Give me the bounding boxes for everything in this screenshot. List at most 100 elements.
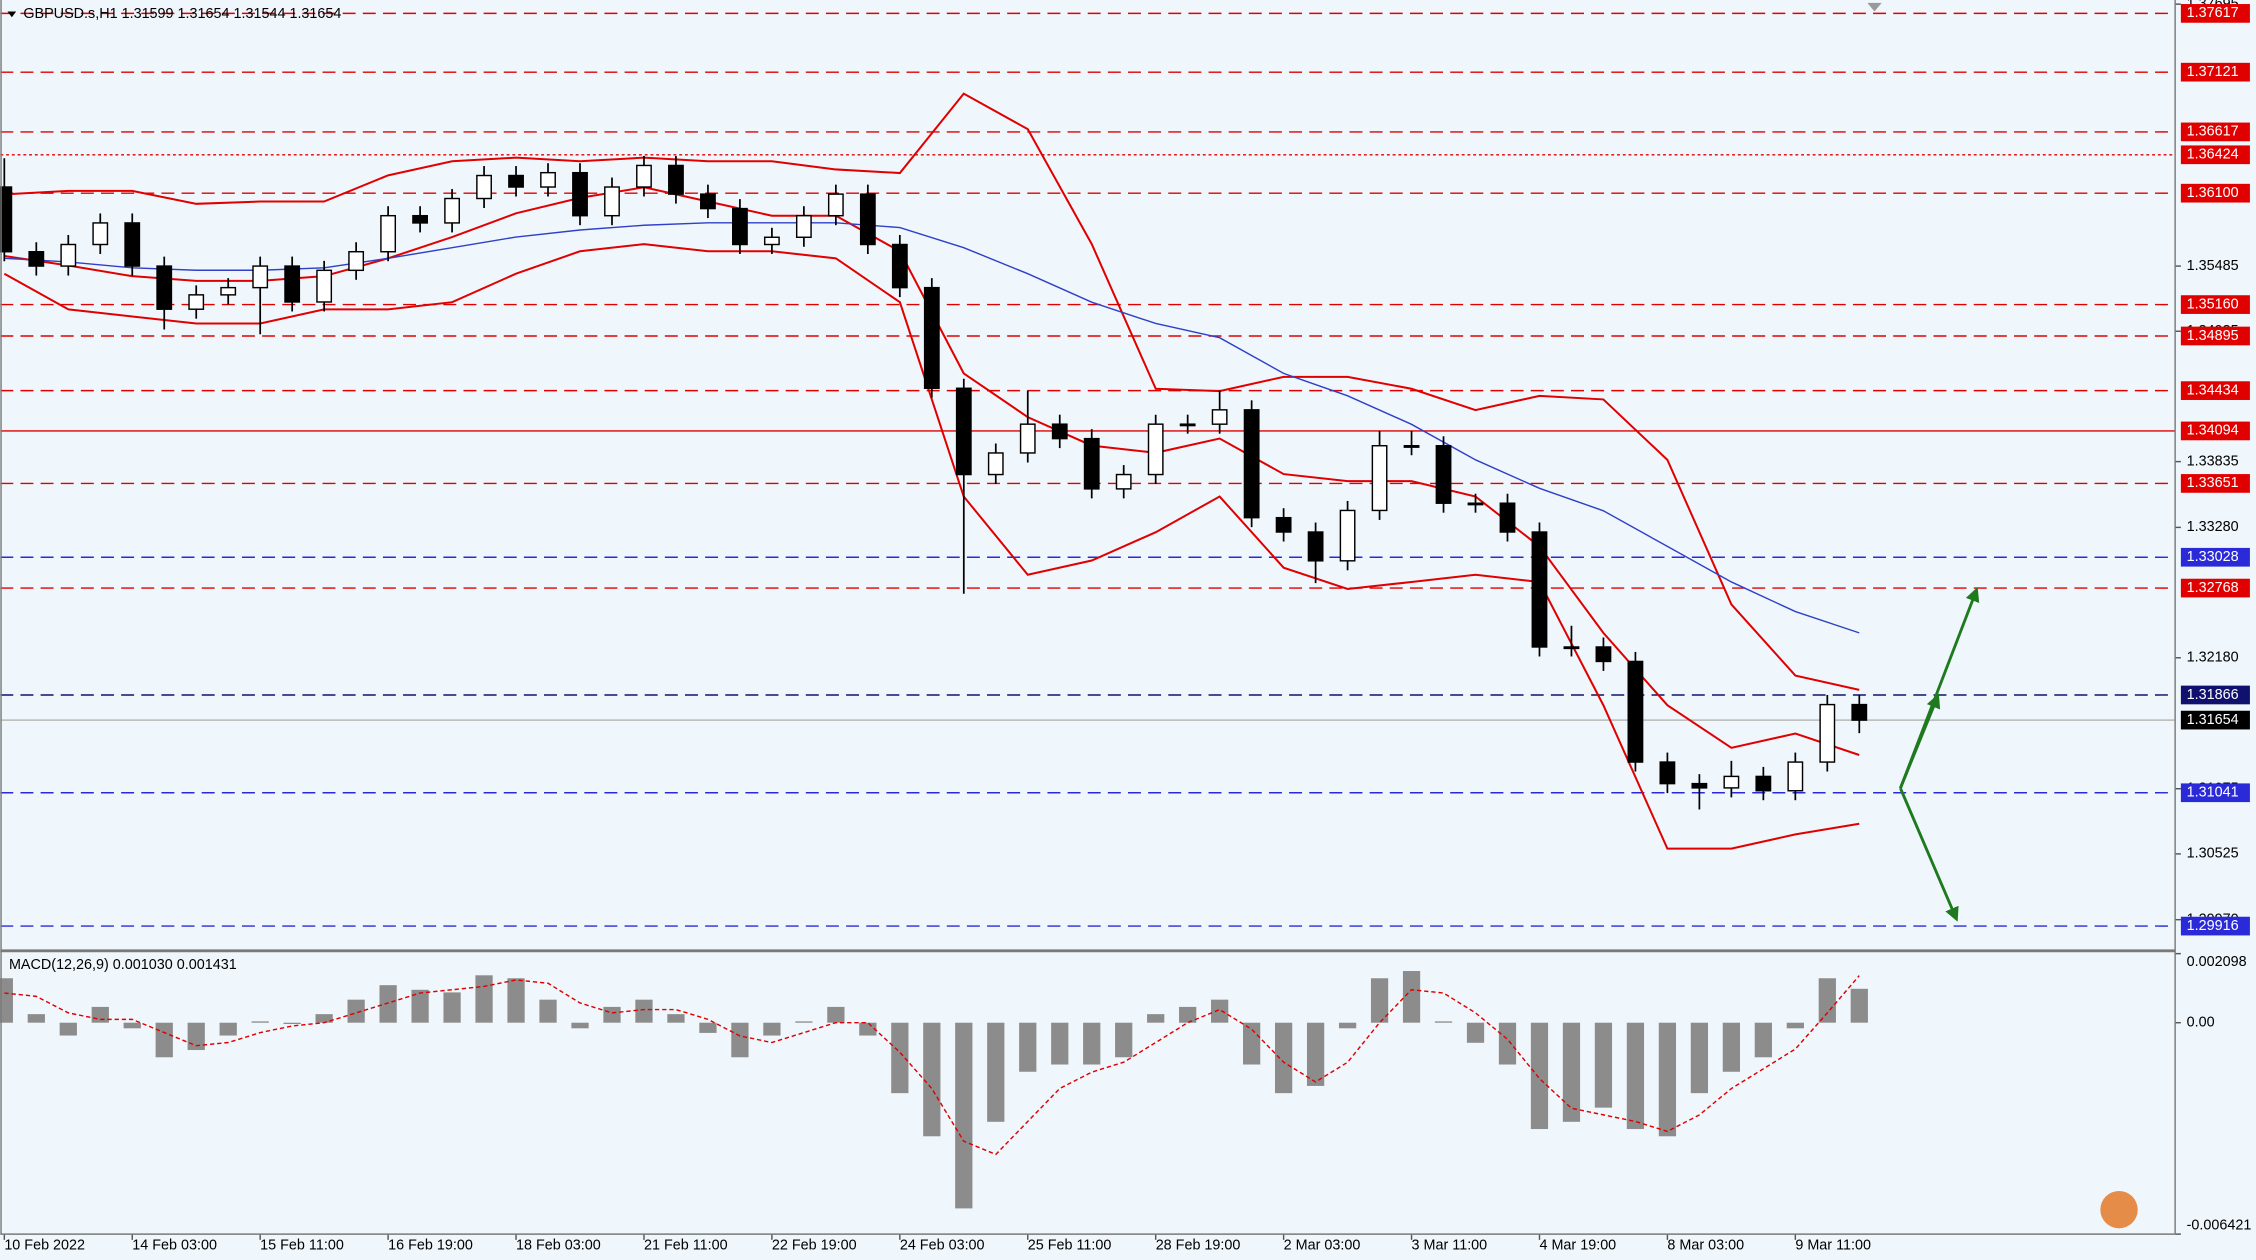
level-label: 1.35160 xyxy=(2187,296,2239,312)
macd-bar xyxy=(1754,1022,1772,1058)
candle-body xyxy=(1371,445,1388,512)
candle-body xyxy=(1307,531,1324,562)
watermark-logo xyxy=(2100,1190,2138,1229)
level-label: 1.33651 xyxy=(2187,475,2239,491)
macd-bar xyxy=(1466,1022,1485,1043)
macd-bar xyxy=(1786,1022,1804,1029)
candle-body xyxy=(827,193,844,217)
macd-bar xyxy=(1115,1022,1133,1058)
macd-bar xyxy=(251,1021,269,1023)
candle-body xyxy=(412,214,429,224)
macd-bar xyxy=(987,1022,1005,1122)
y-tick-label: 1.30525 xyxy=(2187,846,2239,862)
macd-bar xyxy=(1690,1022,1709,1094)
macd-bar xyxy=(123,1022,141,1029)
macd-bar xyxy=(827,1006,845,1023)
candle-body xyxy=(891,243,908,289)
macd-bar xyxy=(1498,1022,1517,1065)
macd-y-tick-label: -0.006421 xyxy=(2187,1217,2252,1233)
candle-body xyxy=(732,207,748,246)
candle-body xyxy=(1403,445,1420,448)
x-tick-label: 10 Feb 2022 xyxy=(4,1237,85,1253)
level-label-box xyxy=(2180,381,2250,400)
x-tick-label: 8 Mar 03:00 xyxy=(1667,1237,1744,1253)
macd-y-tick-label: 0.00 xyxy=(2187,1015,2215,1031)
macd-bar xyxy=(923,1022,941,1137)
macd-bar xyxy=(763,1022,781,1036)
candle-body xyxy=(92,222,109,246)
candle-body xyxy=(124,222,141,267)
level-label: 1.34895 xyxy=(2187,328,2239,344)
macd-bar xyxy=(859,1022,877,1036)
y-tick-label: 1.35485 xyxy=(2187,258,2239,274)
macd-bar xyxy=(891,1022,909,1094)
macd-bar xyxy=(667,1014,685,1023)
candle-body xyxy=(1755,775,1772,792)
scroll-marker xyxy=(1867,2,1882,12)
macd-bar xyxy=(59,1022,77,1036)
macd-bar xyxy=(1306,1022,1325,1086)
x-tick-label: 4 Mar 19:00 xyxy=(1539,1237,1616,1253)
macd-bar xyxy=(283,1022,301,1025)
level-label: 1.33028 xyxy=(2187,549,2239,565)
x-tick-label: 22 Feb 19:00 xyxy=(772,1237,857,1253)
x-tick-label: 15 Feb 11:00 xyxy=(260,1237,344,1253)
level-label: 1.37617 xyxy=(2187,5,2239,21)
candle-body xyxy=(1435,445,1452,504)
y-tick-label: 1.33280 xyxy=(2187,519,2239,535)
macd-bar xyxy=(1530,1022,1549,1130)
y-tick-label: 1.33835 xyxy=(2187,453,2239,469)
macd-bar xyxy=(955,1022,973,1209)
candle-body xyxy=(1019,423,1036,454)
level-label: 1.36617 xyxy=(2187,124,2239,140)
candle-body xyxy=(0,186,13,253)
level-label-box xyxy=(2180,4,2250,23)
candle-body xyxy=(444,197,460,224)
macd-bar xyxy=(1083,1022,1101,1065)
macd-bar xyxy=(1211,999,1229,1023)
macd-bar xyxy=(635,999,653,1023)
macd-bar xyxy=(699,1022,717,1033)
candle-body xyxy=(572,171,588,217)
candle-body xyxy=(156,265,173,310)
macd-bar xyxy=(507,978,525,1023)
x-tick-label: 2 Mar 03:00 xyxy=(1284,1237,1361,1253)
macd-bar xyxy=(347,999,365,1023)
candle-body xyxy=(1275,516,1292,533)
macd-bar xyxy=(539,999,557,1023)
candle-body xyxy=(1083,437,1100,490)
macd-bar xyxy=(1658,1022,1677,1137)
x-tick-label: 14 Feb 03:00 xyxy=(132,1237,217,1253)
level-label-box xyxy=(2180,421,2250,441)
candle-body xyxy=(1243,409,1260,519)
macd-bar xyxy=(411,989,429,1023)
level-label-box xyxy=(2180,183,2250,203)
indicator-line xyxy=(4,222,1860,634)
chart-title: GBPUSD.s,H1 1.31599 1.31654 1.31544 1.31… xyxy=(23,6,341,22)
candle-body xyxy=(284,265,301,303)
macd-bar xyxy=(1338,1022,1357,1029)
level-label: 1.34434 xyxy=(2187,382,2239,398)
candle-body xyxy=(1147,423,1164,476)
candle-body xyxy=(1499,502,1516,533)
macd-bar xyxy=(315,1014,333,1023)
level-label-box xyxy=(2180,547,2250,567)
level-label: 1.31654 xyxy=(2187,712,2239,728)
candle-body xyxy=(220,286,237,296)
level-label: 1.32768 xyxy=(2187,580,2239,596)
macd-bar xyxy=(443,992,461,1023)
macd-bar xyxy=(1594,1022,1613,1108)
candle-body xyxy=(1691,782,1708,789)
macd-bar xyxy=(1147,1014,1165,1023)
candle-body xyxy=(252,265,269,289)
level-label: 1.31041 xyxy=(2187,785,2239,801)
candle-body xyxy=(668,164,684,195)
candle-body xyxy=(700,193,716,210)
level-label-box xyxy=(2180,783,2250,803)
macd-bar xyxy=(1179,1006,1197,1023)
candle-body xyxy=(1659,761,1676,785)
arrow-up-short xyxy=(1899,693,1941,789)
candle-body xyxy=(1115,473,1132,490)
x-tick-label: 24 Feb 03:00 xyxy=(900,1237,985,1253)
